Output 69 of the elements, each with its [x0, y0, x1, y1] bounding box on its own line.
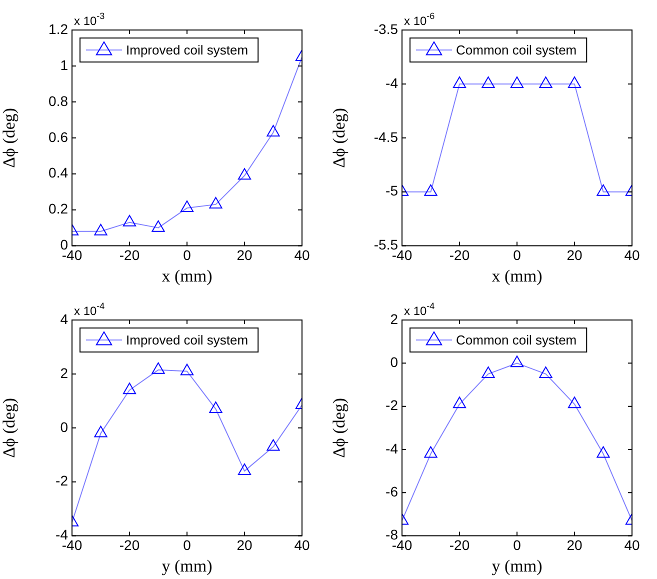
y-tick-label: 0	[60, 418, 68, 435]
point	[266, 439, 280, 451]
x-tick-label: 20	[566, 537, 582, 554]
x-tick-label: 40	[624, 537, 640, 554]
x-tick-label: 40	[624, 247, 640, 264]
y-tick-label: 0	[390, 354, 398, 370]
point	[482, 366, 495, 378]
y-tick-label: 1	[60, 56, 68, 73]
point	[122, 214, 136, 226]
x-tick-label: 40	[294, 247, 310, 264]
y-axis-title: Δϕ (deg)	[330, 398, 349, 458]
y-tick-label: -3.5	[374, 20, 398, 37]
point	[94, 426, 108, 438]
x-tick-label: 0	[513, 537, 522, 554]
point	[180, 200, 194, 212]
legend-label: Improved coil system	[126, 332, 248, 348]
point	[596, 446, 610, 458]
x-axis-title: x (mm)	[492, 266, 542, 286]
x-tick-label: 40	[294, 537, 310, 554]
point	[539, 366, 552, 378]
y-axis-title: Δϕ (deg)	[330, 108, 349, 168]
y-tick-label: 1.2	[48, 20, 68, 37]
x-tick-label: 20	[566, 247, 582, 264]
point	[424, 446, 438, 458]
x-tick-label: 0	[183, 537, 192, 554]
point	[510, 356, 524, 368]
point	[568, 396, 582, 408]
y-tick-label: -2	[386, 397, 398, 414]
y-tick-label: -4	[386, 440, 398, 456]
y-axis-title: Δϕ (deg)	[0, 108, 19, 168]
y-tick-label: -5	[386, 182, 398, 199]
y-tick-label: -4	[386, 74, 398, 91]
x-tick-label: 20	[236, 247, 252, 264]
point	[94, 224, 108, 236]
y-tick-label: 0.2	[48, 200, 68, 217]
y-tick-label: -4	[56, 526, 68, 543]
x-axis-title: y (mm)	[492, 556, 542, 576]
y-tick-label: 2	[60, 364, 68, 381]
point	[209, 196, 222, 208]
point	[152, 362, 165, 374]
y-tick-label: -2	[56, 472, 68, 489]
y-tick-label: 0.4	[48, 164, 68, 181]
point	[238, 168, 252, 180]
y-tick-label: -4.5	[374, 128, 398, 145]
y-tick-label: 0.6	[48, 128, 68, 145]
x-tick-label: -20	[119, 247, 140, 264]
point	[180, 364, 194, 376]
x-tick-label: -20	[449, 247, 470, 264]
x-tick-label: -20	[449, 537, 470, 554]
x-tick-label: 0	[513, 247, 522, 264]
x-tick-label: 0	[183, 247, 192, 264]
y-tick-label: 4	[60, 310, 68, 327]
point	[209, 402, 222, 414]
legend-label: Improved coil system	[126, 42, 248, 58]
legend-label: Common coil system	[456, 332, 577, 348]
y-axis-title: Δϕ (deg)	[0, 398, 19, 458]
y-tick-label: -6	[386, 484, 398, 500]
point	[238, 464, 252, 476]
point	[152, 220, 165, 232]
point	[122, 382, 136, 394]
point	[452, 396, 466, 408]
legend-label: Common coil system	[456, 42, 577, 58]
x-tick-label: 20	[236, 537, 252, 554]
y-tick-label: 0.8	[48, 92, 68, 109]
x-axis-title: y (mm)	[162, 556, 212, 576]
y-tick-label: 2	[390, 310, 398, 327]
point	[266, 125, 280, 137]
x-axis-title: x (mm)	[162, 266, 212, 286]
x-tick-label: -20	[119, 537, 140, 554]
